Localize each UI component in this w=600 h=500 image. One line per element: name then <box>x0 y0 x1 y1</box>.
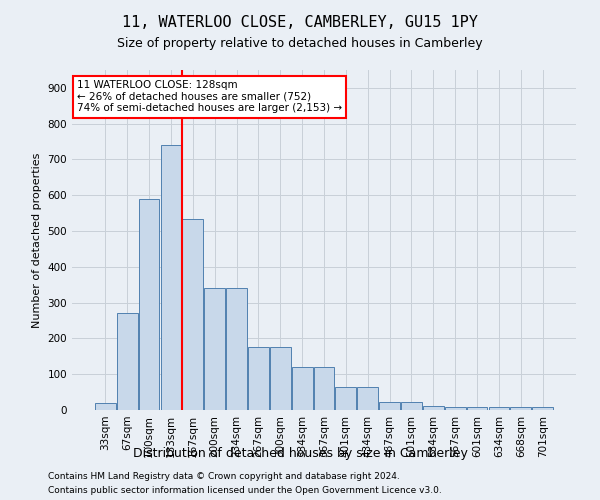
Bar <box>226 288 247 410</box>
Bar <box>511 408 531 410</box>
Bar <box>139 199 160 410</box>
Bar <box>379 402 400 410</box>
Bar <box>161 145 181 410</box>
Bar <box>423 406 444 410</box>
Text: Distribution of detached houses by size in Camberley: Distribution of detached houses by size … <box>133 448 467 460</box>
Bar <box>467 407 487 410</box>
Bar <box>182 218 203 410</box>
Bar <box>204 288 225 410</box>
Bar <box>292 367 313 410</box>
Bar <box>358 386 378 410</box>
Bar <box>335 386 356 410</box>
Bar <box>445 407 466 410</box>
Text: 11, WATERLOO CLOSE, CAMBERLEY, GU15 1PY: 11, WATERLOO CLOSE, CAMBERLEY, GU15 1PY <box>122 15 478 30</box>
Bar <box>248 348 269 410</box>
Bar <box>117 314 137 410</box>
Y-axis label: Number of detached properties: Number of detached properties <box>32 152 42 328</box>
Text: 11 WATERLOO CLOSE: 128sqm
← 26% of detached houses are smaller (752)
74% of semi: 11 WATERLOO CLOSE: 128sqm ← 26% of detac… <box>77 80 342 114</box>
Bar <box>95 403 116 410</box>
Bar <box>314 367 334 410</box>
Bar <box>532 407 553 410</box>
Bar <box>401 402 422 410</box>
Bar <box>488 407 509 410</box>
Bar <box>270 348 290 410</box>
Text: Contains public sector information licensed under the Open Government Licence v3: Contains public sector information licen… <box>48 486 442 495</box>
Text: Contains HM Land Registry data © Crown copyright and database right 2024.: Contains HM Land Registry data © Crown c… <box>48 472 400 481</box>
Text: Size of property relative to detached houses in Camberley: Size of property relative to detached ho… <box>117 38 483 51</box>
